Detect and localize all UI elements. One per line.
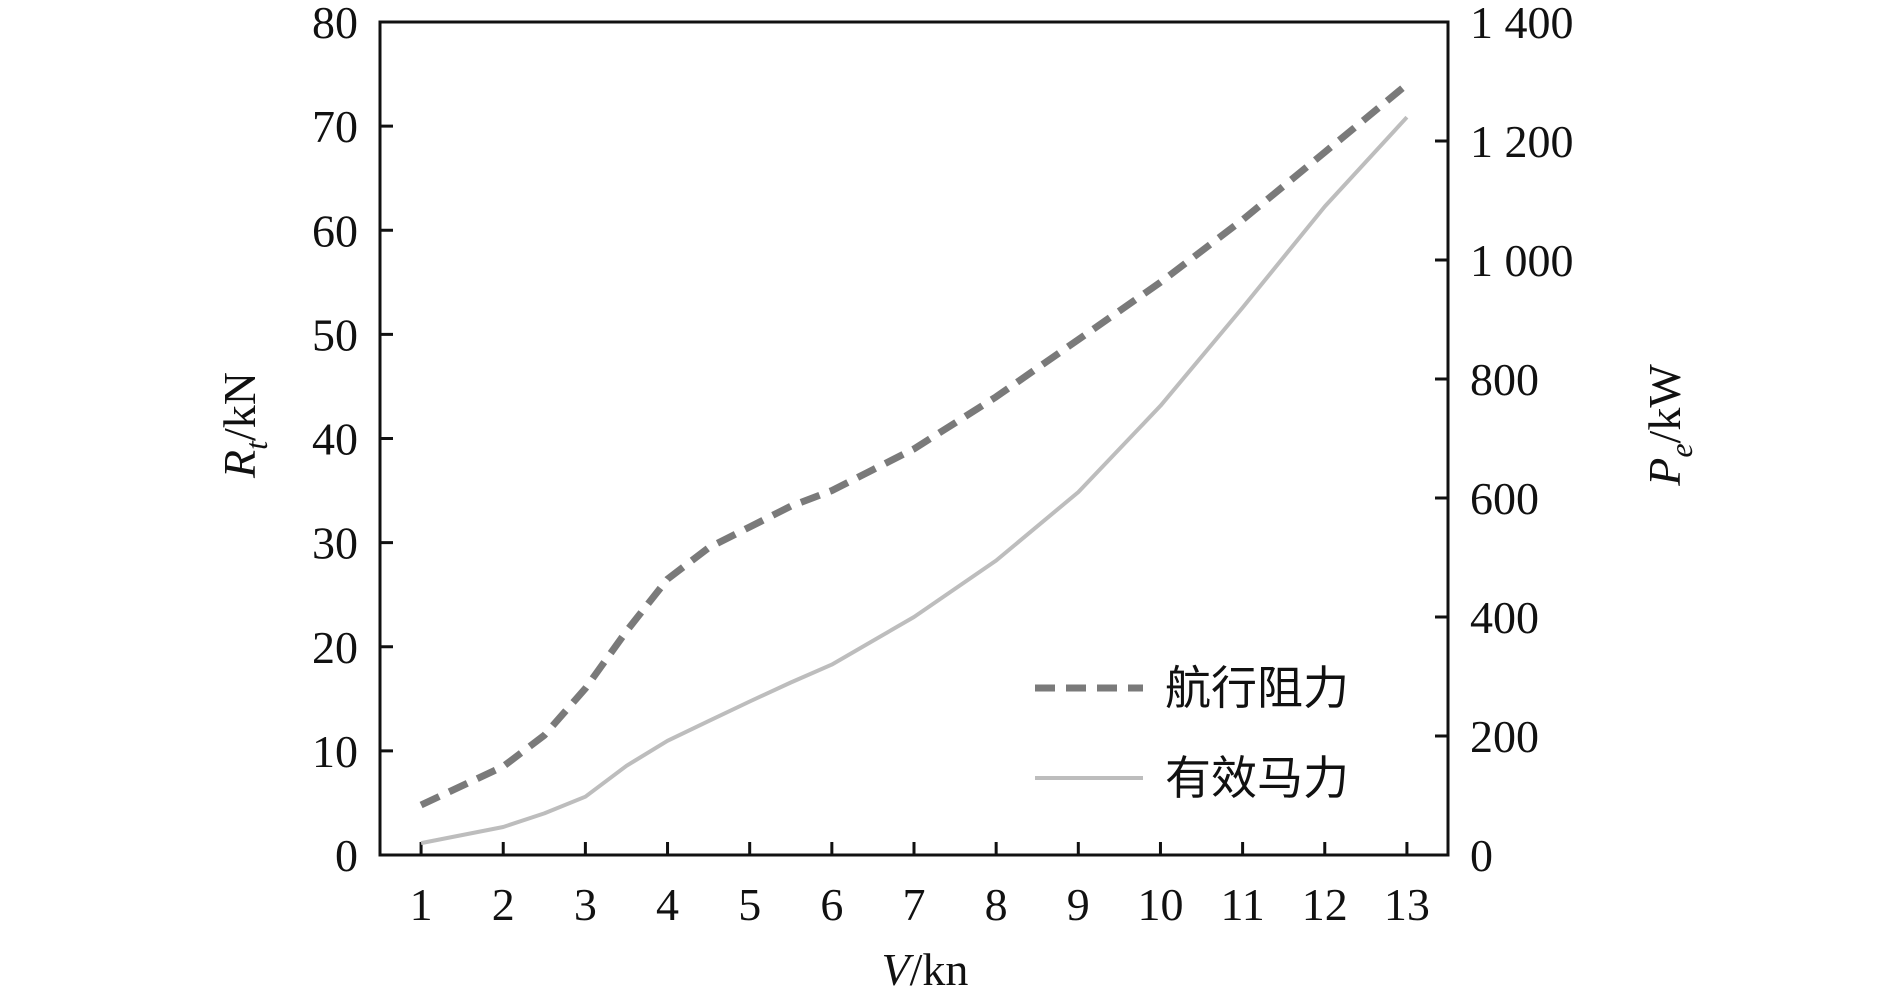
x-tick-label: 8 bbox=[985, 879, 1008, 930]
x-axis-title: V/kn bbox=[882, 944, 969, 988]
y-left-tick-label: 10 bbox=[312, 726, 358, 777]
series-line-power bbox=[420, 115, 1409, 846]
series-line-resistance bbox=[419, 81, 1410, 809]
y-right-tick-label: 400 bbox=[1470, 592, 1539, 643]
y-right-tick-label: 1 400 bbox=[1470, 0, 1574, 48]
y-right-tick-label: 600 bbox=[1470, 473, 1539, 524]
x-tick-label: 2 bbox=[492, 879, 515, 930]
y-right-tick-label: 1 000 bbox=[1470, 235, 1574, 286]
y-right-tick-label: 0 bbox=[1470, 830, 1493, 881]
plot-frame bbox=[378, 20, 1450, 857]
legend: 航行阻力 有效马力 bbox=[1035, 663, 1349, 804]
y-left-tick-label: 30 bbox=[312, 518, 358, 569]
y-left-tick-label: 70 bbox=[312, 101, 358, 152]
x-tick-label: 9 bbox=[1067, 879, 1090, 930]
legend-label-resistance: 航行阻力 bbox=[1165, 663, 1349, 714]
x-tick-label: 12 bbox=[1302, 879, 1348, 930]
y-right-tick-label: 1 200 bbox=[1470, 116, 1574, 167]
y-left-tick-label: 0 bbox=[335, 830, 358, 881]
x-tick-label: 3 bbox=[574, 879, 597, 930]
x-tick-label: 11 bbox=[1220, 879, 1264, 930]
y-axis-left-title: Rt/kN bbox=[214, 372, 274, 479]
y-left-tick-label: 60 bbox=[312, 205, 358, 256]
y-axis-right-title: Pe/kW bbox=[1639, 364, 1699, 487]
x-tick-label: 10 bbox=[1137, 879, 1183, 930]
y-left-tick-label: 80 bbox=[312, 0, 358, 48]
x-tick-label: 6 bbox=[820, 879, 843, 930]
x-tick-label: 1 bbox=[410, 879, 433, 930]
x-tick-label: 4 bbox=[656, 879, 679, 930]
x-tick-label: 13 bbox=[1384, 879, 1430, 930]
y-right-tick-label: 800 bbox=[1470, 354, 1539, 405]
y-left-tick-label: 40 bbox=[312, 414, 358, 465]
y-left-tick-label: 50 bbox=[312, 309, 358, 360]
x-tick-label: 7 bbox=[903, 879, 926, 930]
y-left-tick-label: 20 bbox=[312, 622, 358, 673]
legend-label-power: 有效马力 bbox=[1165, 753, 1349, 804]
y-right-tick-label: 200 bbox=[1470, 711, 1539, 762]
x-tick-label: 5 bbox=[738, 879, 761, 930]
